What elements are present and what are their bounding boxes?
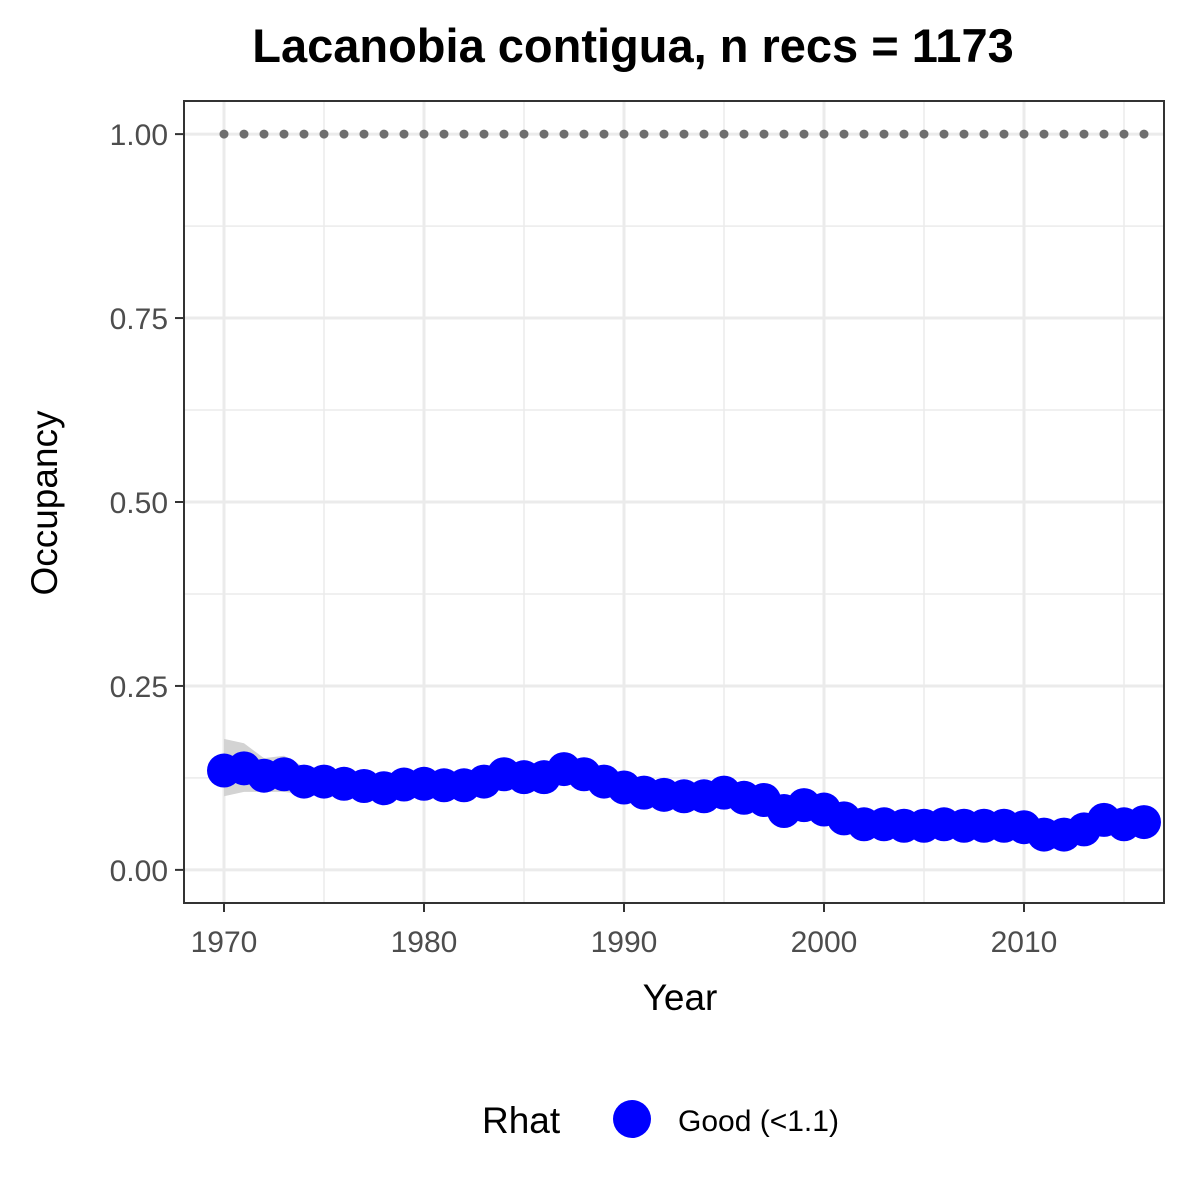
reference-dot xyxy=(1099,129,1109,139)
reference-dot xyxy=(899,129,909,139)
legend-title: Rhat xyxy=(482,1100,561,1141)
reference-dot xyxy=(939,129,949,139)
reference-dot xyxy=(759,129,769,139)
reference-dot xyxy=(319,129,329,139)
legend-key-good xyxy=(613,1100,651,1138)
reference-dot xyxy=(439,129,449,139)
reference-dot xyxy=(1119,129,1129,139)
reference-dot xyxy=(919,129,929,139)
x-axis: 1970 1980 1990 2000 2010 xyxy=(191,903,1058,959)
reference-dot xyxy=(699,129,709,139)
reference-dot xyxy=(799,129,809,139)
reference-dot xyxy=(279,129,289,139)
reference-dot xyxy=(1039,129,1049,139)
reference-dot xyxy=(1139,129,1149,139)
reference-dot xyxy=(419,129,429,139)
reference-dot xyxy=(999,129,1009,139)
reference-dot xyxy=(1059,129,1069,139)
legend-label-good: Good (<1.1) xyxy=(678,1105,839,1138)
y-tick-label: 1.00 xyxy=(110,119,168,152)
reference-dot xyxy=(499,129,509,139)
legend: Rhat Good (<1.1) xyxy=(482,1100,839,1141)
reference-dot xyxy=(659,129,669,139)
reference-dot xyxy=(599,129,609,139)
reference-dot xyxy=(1079,129,1089,139)
reference-dot xyxy=(299,129,309,139)
grid-lines xyxy=(184,101,1164,903)
reference-dot xyxy=(739,129,749,139)
reference-dot xyxy=(379,129,389,139)
reference-dot xyxy=(239,129,249,139)
reference-dot xyxy=(399,129,409,139)
reference-dot xyxy=(259,129,269,139)
reference-dot xyxy=(859,129,869,139)
occupancy-point xyxy=(1127,805,1161,840)
reference-dot xyxy=(879,129,889,139)
y-axis: 0.00 0.25 0.50 0.75 1.00 xyxy=(110,119,184,888)
reference-dot xyxy=(459,129,469,139)
reference-dot xyxy=(1019,129,1029,139)
occupancy-points-layer xyxy=(207,751,1161,852)
x-tick-label: 1990 xyxy=(591,926,658,959)
reference-dot xyxy=(959,129,969,139)
reference-dot xyxy=(219,129,229,139)
reference-dot xyxy=(359,129,369,139)
reference-dot xyxy=(679,129,689,139)
reference-dot xyxy=(839,129,849,139)
reference-dot xyxy=(479,129,489,139)
x-tick-label: 2000 xyxy=(791,926,858,959)
y-tick-label: 0.75 xyxy=(110,303,168,336)
x-tick-label: 2010 xyxy=(991,926,1058,959)
chart-title: Lacanobia contigua, n recs = 1173 xyxy=(252,19,1013,72)
y-tick-label: 0.50 xyxy=(110,487,168,520)
reference-dot xyxy=(639,129,649,139)
reference-dot xyxy=(779,129,789,139)
reference-dot xyxy=(339,129,349,139)
reference-dot xyxy=(559,129,569,139)
x-axis-title: Year xyxy=(643,977,718,1018)
reference-dot xyxy=(819,129,829,139)
x-tick-label: 1980 xyxy=(391,926,458,959)
y-axis-title: Occupancy xyxy=(24,410,65,596)
reference-dot xyxy=(519,129,529,139)
x-tick-label: 1970 xyxy=(191,926,258,959)
reference-dots-layer xyxy=(219,129,1149,139)
y-tick-label: 0.25 xyxy=(110,671,168,704)
y-tick-label: 0.00 xyxy=(110,855,168,888)
reference-dot xyxy=(619,129,629,139)
reference-dot xyxy=(539,129,549,139)
reference-dot xyxy=(719,129,729,139)
reference-dot xyxy=(579,129,589,139)
reference-dot xyxy=(979,129,989,139)
